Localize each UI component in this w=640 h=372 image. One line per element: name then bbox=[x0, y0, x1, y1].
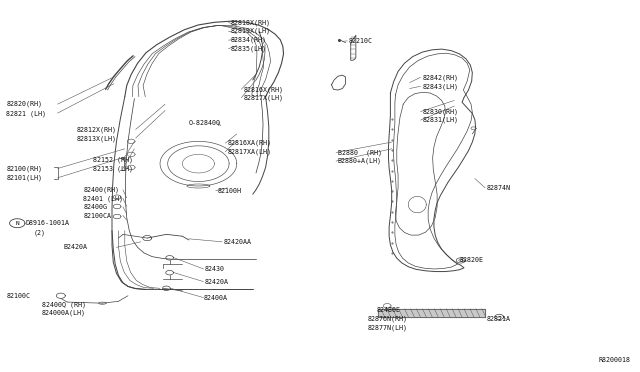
Text: (2): (2) bbox=[33, 229, 45, 236]
Text: 82819X(LH): 82819X(LH) bbox=[230, 28, 270, 34]
Text: 82400Q (RH): 82400Q (RH) bbox=[42, 301, 86, 308]
Text: 82816X(RH): 82816X(RH) bbox=[243, 86, 283, 93]
Text: 82100(RH): 82100(RH) bbox=[6, 165, 42, 172]
Text: 82400A: 82400A bbox=[204, 295, 228, 301]
Text: 82100C: 82100C bbox=[6, 293, 31, 299]
Text: 82401 (LH): 82401 (LH) bbox=[83, 195, 123, 202]
Text: 82874N: 82874N bbox=[486, 185, 511, 191]
Text: 82818X(RH): 82818X(RH) bbox=[230, 19, 270, 26]
Text: B2880+A(LH): B2880+A(LH) bbox=[338, 158, 382, 164]
Text: 824000A(LH): 824000A(LH) bbox=[42, 310, 86, 317]
Text: 82877N(LH): 82877N(LH) bbox=[368, 325, 408, 331]
Text: 82820(RH): 82820(RH) bbox=[6, 101, 42, 108]
Text: 82835(LH): 82835(LH) bbox=[230, 45, 266, 52]
Text: 82100H: 82100H bbox=[218, 188, 242, 194]
Text: 82153 (LH): 82153 (LH) bbox=[93, 165, 133, 172]
Text: 82100CA: 82100CA bbox=[83, 213, 111, 219]
Text: 82152 (RH): 82152 (RH) bbox=[93, 157, 133, 163]
Text: 82813X(LH): 82813X(LH) bbox=[77, 135, 116, 142]
Text: 82821 (LH): 82821 (LH) bbox=[6, 110, 46, 117]
Text: B2420A: B2420A bbox=[64, 244, 88, 250]
Text: B2880  (RH): B2880 (RH) bbox=[338, 149, 382, 156]
Text: 82400(RH): 82400(RH) bbox=[83, 186, 119, 193]
Text: 82831(LH): 82831(LH) bbox=[422, 117, 458, 124]
Text: 82480E: 82480E bbox=[376, 307, 401, 312]
Text: R8200018: R8200018 bbox=[598, 357, 630, 363]
Text: O-82840Q: O-82840Q bbox=[189, 119, 221, 125]
Text: 82812X(RH): 82812X(RH) bbox=[77, 127, 116, 134]
Text: 82842(RH): 82842(RH) bbox=[422, 75, 458, 81]
Text: 82843(LH): 82843(LH) bbox=[422, 83, 458, 90]
Text: 82210C: 82210C bbox=[349, 38, 372, 44]
Text: 82821A: 82821A bbox=[486, 316, 511, 322]
Text: 82820E: 82820E bbox=[460, 257, 484, 263]
Text: 82817X(LH): 82817X(LH) bbox=[243, 94, 283, 101]
Text: 82830(RH): 82830(RH) bbox=[422, 108, 458, 115]
Text: 82876N(RH): 82876N(RH) bbox=[368, 315, 408, 322]
Text: 82817XA(LH): 82817XA(LH) bbox=[227, 148, 271, 155]
Text: D8916-1001A: D8916-1001A bbox=[26, 220, 70, 226]
Text: 82420A: 82420A bbox=[205, 279, 229, 285]
Text: 82101(LH): 82101(LH) bbox=[6, 174, 42, 181]
Text: N: N bbox=[15, 221, 19, 226]
Text: 82400G: 82400G bbox=[83, 204, 108, 210]
Text: 82816XA(RH): 82816XA(RH) bbox=[227, 140, 271, 147]
Text: 82420AA: 82420AA bbox=[224, 239, 252, 245]
Text: 82834(RH): 82834(RH) bbox=[230, 36, 266, 43]
Text: 82430: 82430 bbox=[205, 266, 225, 272]
